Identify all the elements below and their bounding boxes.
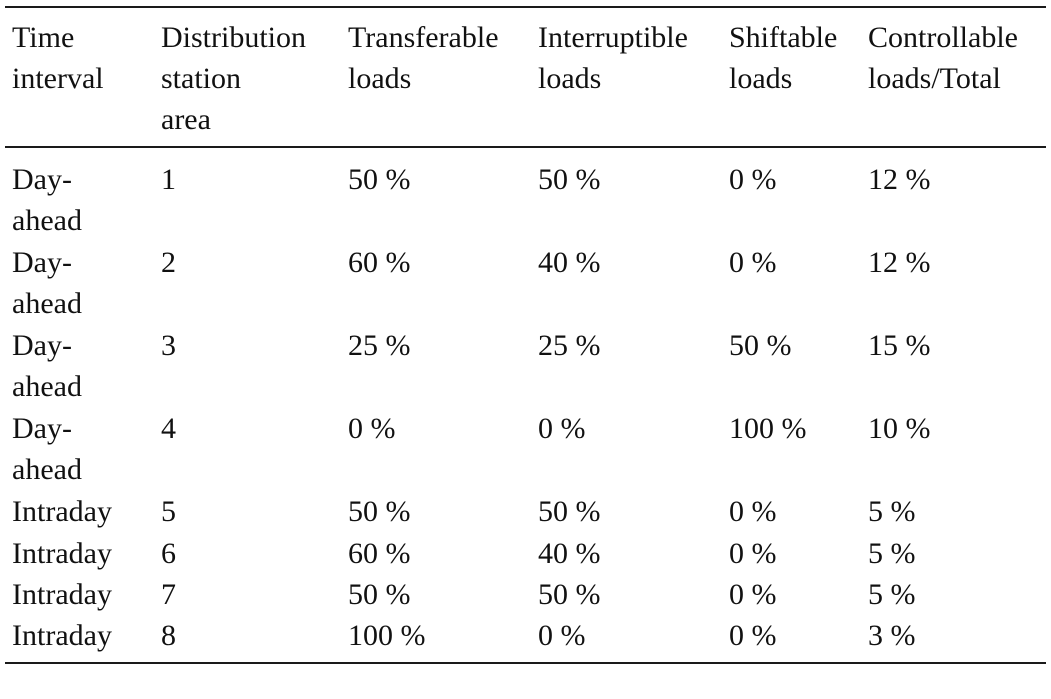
cell-controllable: 12 % [868, 163, 931, 196]
cell-controllable: 12 % [868, 246, 931, 279]
table-header-rule [5, 146, 1046, 148]
cell-interruptible: 50 % [538, 495, 601, 528]
header-line: station [161, 62, 241, 95]
cell-interruptible: 40 % [538, 246, 601, 279]
cell-controllable: 15 % [868, 329, 931, 362]
cell-transferable: 100 % [348, 619, 426, 652]
cell-area: 4 [161, 412, 176, 445]
cell-interruptible: 50 % [538, 163, 601, 196]
table-row: Day- ahead 1 50 % 50 % 0 % 12 % [0, 159, 1051, 243]
header-line: Transferable [348, 21, 499, 54]
table-row: Intraday 7 50 % 50 % 0 % 5 % [0, 574, 1051, 658]
header-line: Interruptible [538, 21, 688, 54]
cell-shiftable: 50 % [729, 329, 792, 362]
header-time-interval: Time interval [12, 17, 104, 99]
cell-area: 7 [161, 578, 176, 611]
cell-line: Day- [12, 412, 72, 445]
cell-line: ahead [12, 370, 82, 403]
cell-shiftable: 0 % [729, 578, 777, 611]
cell-interruptible: 40 % [538, 537, 601, 570]
cell-time-interval: Intraday [12, 537, 112, 570]
cell-area: 1 [161, 163, 176, 196]
header-line: loads/Total [868, 62, 1001, 95]
cell-transferable: 0 % [348, 412, 396, 445]
table-row: Day- ahead 2 60 % 40 % 0 % 12 % [0, 242, 1051, 326]
table-bottom-rule [5, 662, 1046, 664]
cell-time-interval: Day- ahead [12, 242, 122, 324]
cell-transferable: 60 % [348, 246, 411, 279]
cell-line: ahead [12, 287, 82, 320]
cell-line: ahead [12, 453, 82, 486]
cell-area: 8 [161, 619, 176, 652]
cell-transferable: 60 % [348, 537, 411, 570]
header-line: loads [538, 62, 602, 95]
cell-time-interval: Day- ahead [12, 159, 122, 241]
cell-line: Day- [12, 163, 72, 196]
cell-shiftable: 0 % [729, 495, 777, 528]
header-line: Distribution [161, 21, 307, 54]
cell-time-interval: Intraday [12, 578, 112, 611]
cell-interruptible: 0 % [538, 619, 586, 652]
header-transferable-loads: Transferable loads [348, 17, 499, 99]
header-line: Shiftable [729, 21, 838, 54]
cell-time-interval: Intraday [12, 495, 112, 528]
cell-area: 6 [161, 537, 176, 570]
cell-controllable: 3 % [868, 619, 916, 652]
header-distribution-station-area: Distribution station area [161, 17, 306, 140]
header-line: interval [12, 62, 104, 95]
header-line: Time [12, 21, 75, 54]
cell-interruptible: 25 % [538, 329, 601, 362]
table-row: Intraday 6 60 % 40 % 0 % 5 % [0, 533, 1051, 617]
header-shiftable-loads: Shiftable loads [729, 17, 837, 99]
cell-line: Day- [12, 246, 72, 279]
cell-area: 5 [161, 495, 176, 528]
cell-transferable: 25 % [348, 329, 411, 362]
cell-controllable: 10 % [868, 412, 931, 445]
cell-line: Day- [12, 329, 72, 362]
header-line: area [161, 103, 211, 136]
cell-area: 3 [161, 329, 176, 362]
cell-transferable: 50 % [348, 163, 411, 196]
cell-time-interval: Intraday [12, 619, 112, 652]
cell-shiftable: 0 % [729, 163, 777, 196]
header-line: loads [348, 62, 412, 95]
header-controllable-loads-total: Controllable loads/Total [868, 17, 1018, 99]
cell-controllable: 5 % [868, 537, 916, 570]
cell-shiftable: 100 % [729, 412, 807, 445]
cell-shiftable: 0 % [729, 246, 777, 279]
cell-transferable: 50 % [348, 495, 411, 528]
cell-time-interval: Day- ahead [12, 325, 122, 407]
cell-transferable: 50 % [348, 578, 411, 611]
header-line: loads [729, 62, 793, 95]
table-top-rule [5, 6, 1046, 8]
table-row: Day- ahead 4 0 % 0 % 100 % 10 % [0, 408, 1051, 492]
table-row: Intraday 5 50 % 50 % 0 % 5 % [0, 491, 1051, 575]
cell-controllable: 5 % [868, 578, 916, 611]
cell-area: 2 [161, 246, 176, 279]
cell-interruptible: 50 % [538, 578, 601, 611]
cell-line: ahead [12, 204, 82, 237]
header-interruptible-loads: Interruptible loads [538, 17, 688, 99]
header-line: Controllable [868, 21, 1018, 54]
cell-interruptible: 0 % [538, 412, 586, 445]
cell-controllable: 5 % [868, 495, 916, 528]
table-row: Intraday 8 100 % 0 % 0 % 3 % [0, 615, 1051, 699]
cell-time-interval: Day- ahead [12, 408, 122, 490]
cell-shiftable: 0 % [729, 619, 777, 652]
table-row: Day- ahead 3 25 % 25 % 50 % 15 % [0, 325, 1051, 409]
cell-shiftable: 0 % [729, 537, 777, 570]
